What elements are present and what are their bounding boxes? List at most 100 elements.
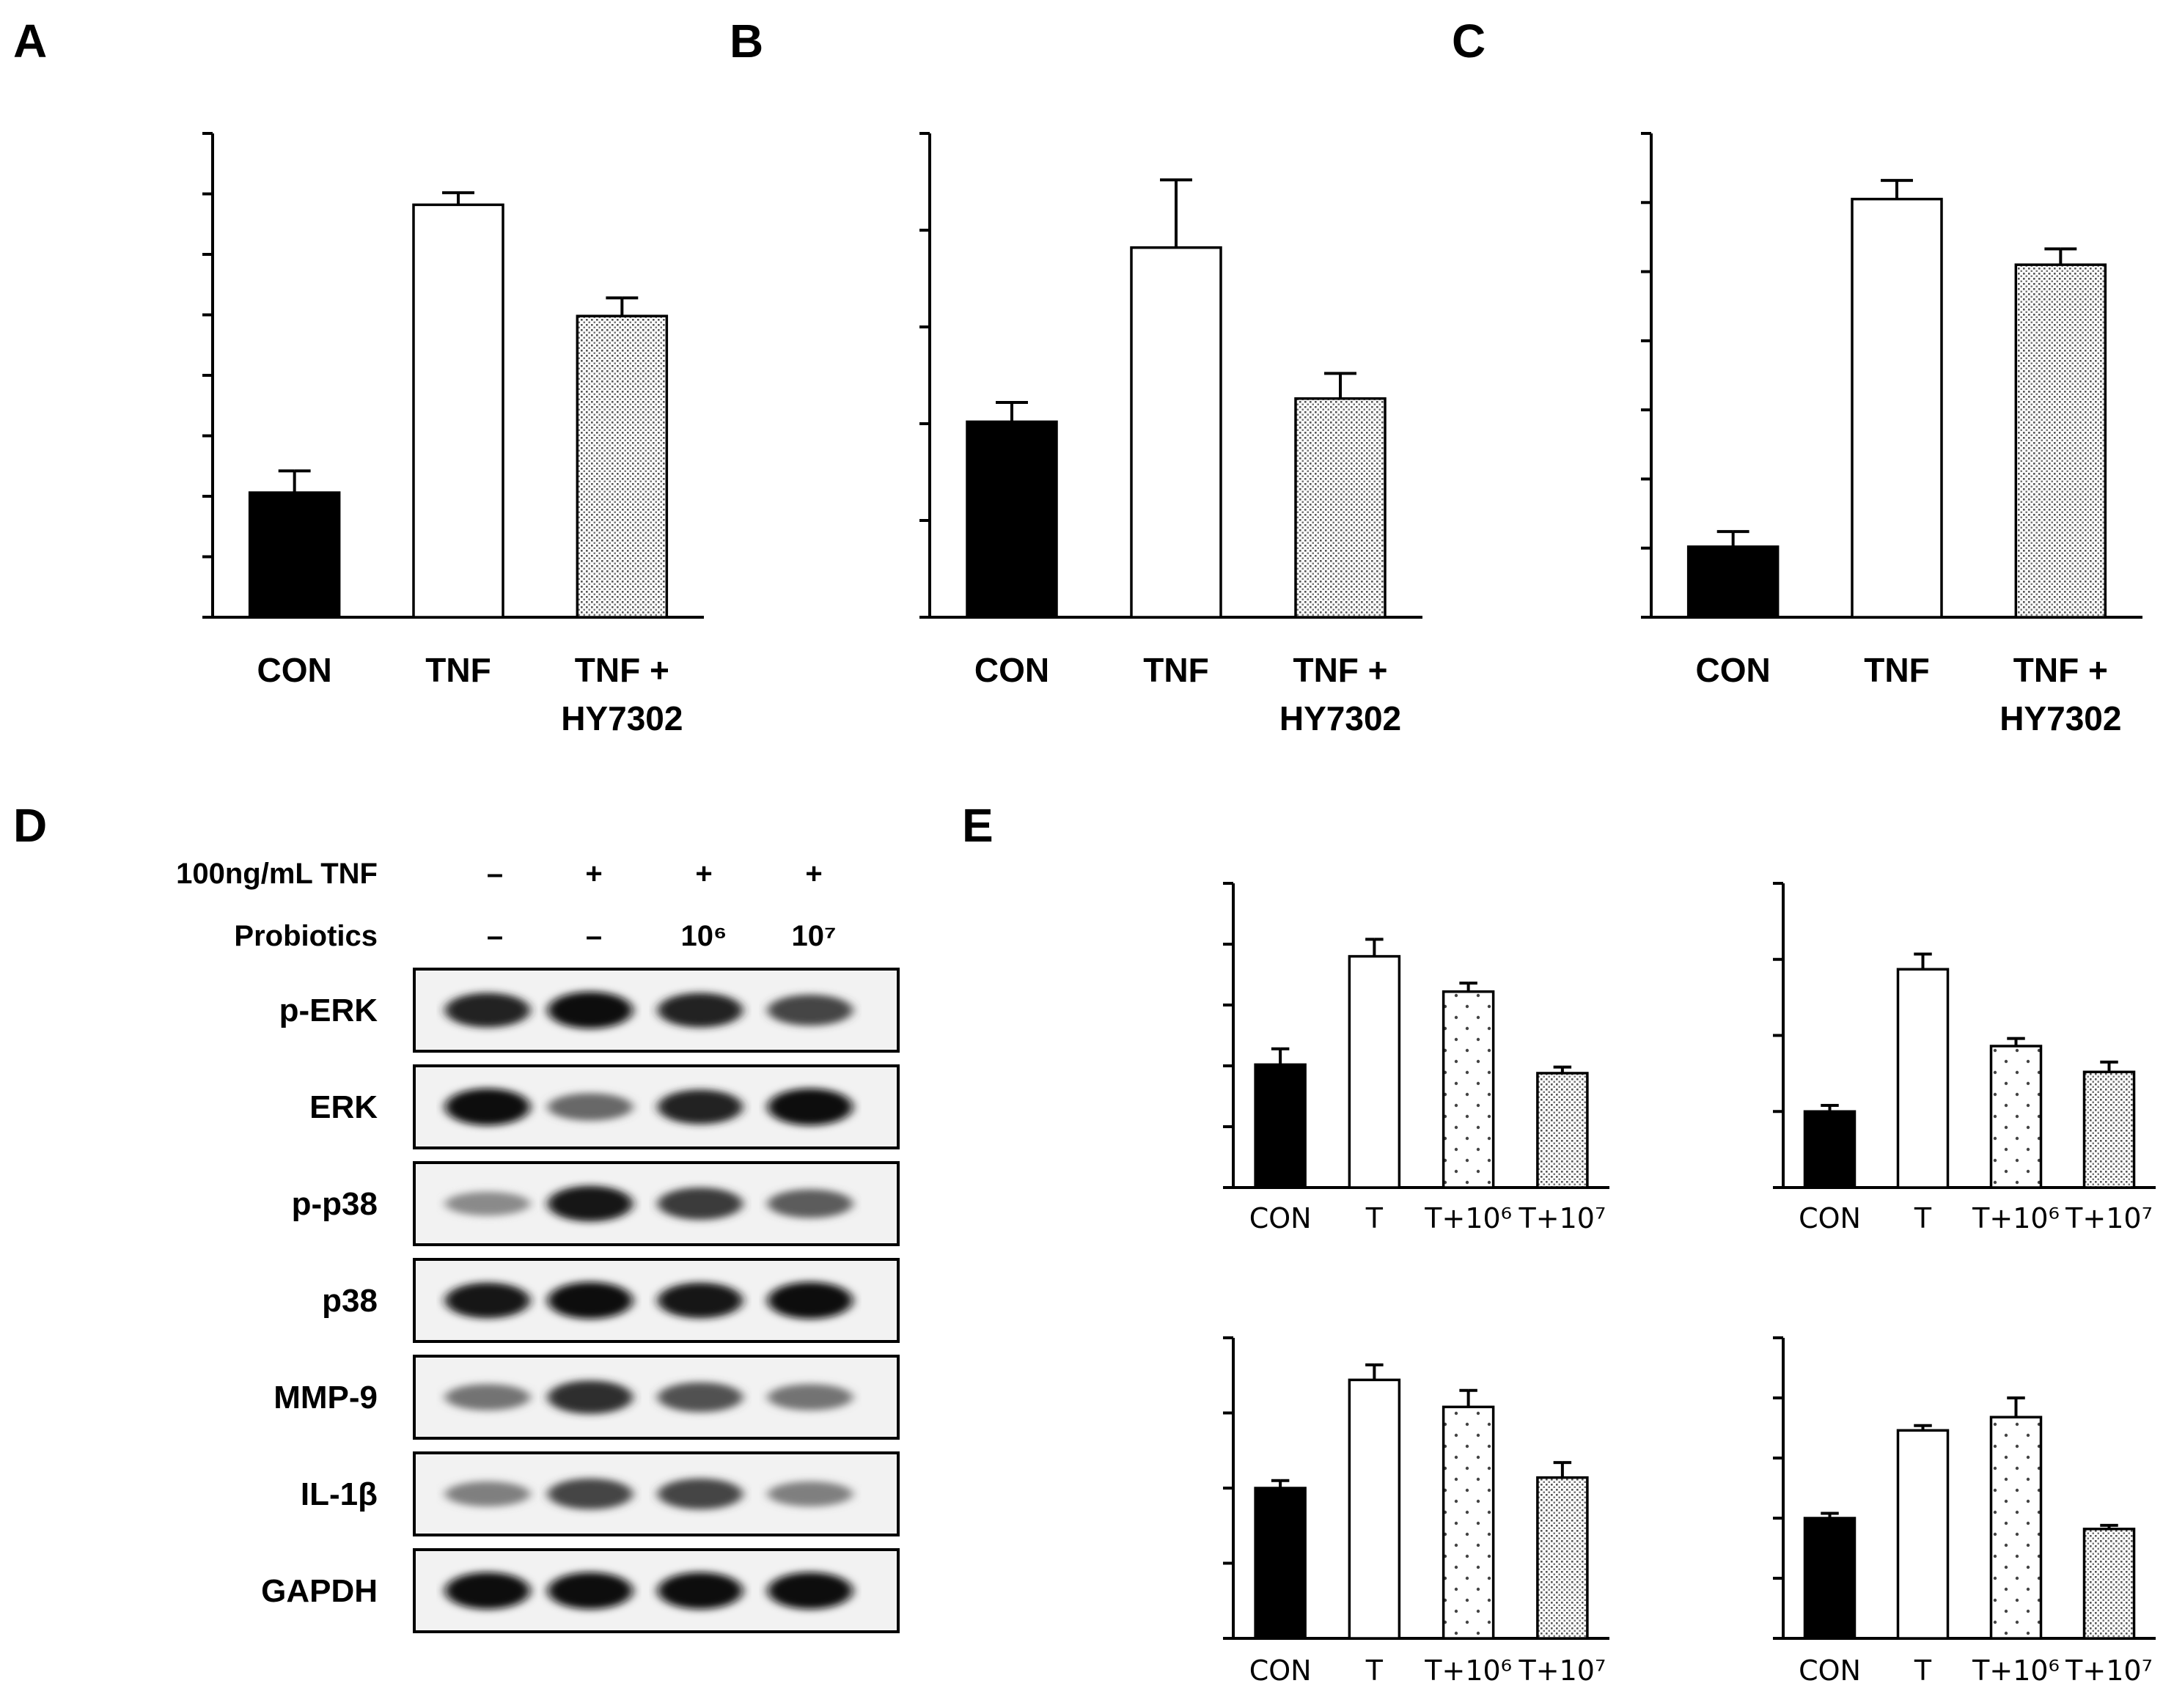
blot-strip: GAPDH [261, 1548, 900, 1633]
blot-band [768, 1281, 853, 1319]
blot-band [658, 1089, 743, 1124]
panel-label-a: A [13, 15, 47, 67]
band-label: p-p38 [292, 1186, 378, 1222]
chart-e2: CON T T+10⁶ T+10⁷ [1773, 882, 2156, 1234]
blot-band [658, 1382, 743, 1413]
band-label: MMP-9 [273, 1380, 378, 1416]
x-tick-label: TNF + HY7302 [1999, 651, 2121, 737]
panel-label-c: C [1452, 15, 1486, 67]
band-label: p38 [322, 1283, 378, 1319]
x-tick-label: T+10⁶ [1972, 1654, 2060, 1687]
x-tick-label: TNF + HY7302 [1279, 651, 1401, 737]
bar [1803, 1517, 1857, 1640]
chart-e3: CON T T+10⁶ T+10⁷ [1223, 1336, 1609, 1687]
blot-band [548, 1281, 633, 1319]
x-tick-label: CON [1799, 1654, 1861, 1687]
blot-band [548, 1478, 633, 1510]
x-tick-label: T [1914, 1202, 1932, 1234]
x-tick-label: TNF [1143, 651, 1208, 689]
chart-a: CON TNF TNF + HY7302 [202, 132, 704, 737]
x-tick-label: T+10⁶ [1424, 1654, 1512, 1687]
x-tick-label: CON [1696, 651, 1771, 689]
band-label: ERK [309, 1089, 378, 1125]
bar [966, 420, 1058, 619]
x-tick-label: CON [257, 651, 332, 689]
bar [1254, 1063, 1307, 1189]
blot-strip: p-p38 [292, 1161, 900, 1246]
x-tick-label: T+10⁷ [2065, 1202, 2153, 1234]
blot-strip: ERK [309, 1064, 900, 1149]
bar [1896, 1429, 1950, 1640]
bar [2082, 1528, 2136, 1640]
chart-e4: CON T T+10⁶ T+10⁷ [1773, 1336, 2156, 1687]
blot-strip: p-ERK [279, 968, 900, 1053]
condition-value: – [487, 858, 503, 890]
condition-label: Probiotics [234, 920, 378, 952]
bar [248, 491, 341, 619]
bar [1851, 197, 1943, 619]
bar [1348, 954, 1401, 1189]
bar [412, 203, 504, 619]
bar [1130, 246, 1222, 619]
blot-band [658, 1282, 743, 1319]
bar [576, 314, 669, 619]
blot-band [658, 1188, 743, 1220]
x-tick-label: CON [1799, 1202, 1861, 1234]
x-tick-label: T [1365, 1202, 1384, 1234]
x-tick-label: T [1914, 1654, 1932, 1687]
panel-label-b: B [730, 15, 763, 67]
condition-value: – [586, 920, 602, 952]
panel-label-e: E [962, 799, 994, 852]
bar [2082, 1070, 2136, 1189]
western-blot-panel: 100ng/mL TNF – + + + Probiotics – – 10⁶ 10⁷ p-ERK E… [176, 858, 900, 1633]
x-tick-label: T+10⁷ [1519, 1654, 1606, 1687]
blot-strip: IL-1β [301, 1451, 900, 1536]
chart-c: CON TNF TNF + HY7302 [1641, 132, 2142, 737]
blot-band [658, 993, 743, 1028]
blot-band [658, 1478, 743, 1510]
blot-band [768, 1572, 853, 1610]
band-label: GAPDH [261, 1573, 378, 1609]
bar [1442, 1405, 1495, 1640]
band-label: p-ERK [279, 993, 378, 1028]
blot-band [548, 1572, 633, 1610]
blot-band [445, 1384, 530, 1410]
bar [1989, 1045, 2043, 1189]
blot-band [768, 1384, 853, 1410]
blot-strip: p38 [322, 1258, 900, 1343]
bar [1254, 1487, 1307, 1640]
blot-band [658, 1572, 743, 1610]
blot-band [445, 1572, 530, 1610]
condition-value: + [805, 858, 822, 890]
blot-band [548, 991, 633, 1029]
bar [1896, 968, 1950, 1189]
condition-value: – [487, 920, 503, 952]
x-tick-label: CON [974, 651, 1049, 689]
blot-band [548, 1185, 633, 1222]
x-tick-label: CON [1249, 1202, 1312, 1234]
bar [1989, 1416, 2043, 1640]
blot-band [768, 1088, 853, 1126]
condition-value: + [585, 858, 602, 890]
blot-band [768, 1189, 853, 1218]
x-tick-label: TNF + HY7302 [561, 651, 683, 737]
blot-band [445, 1282, 530, 1319]
bar [1536, 1476, 1589, 1640]
x-tick-label: T+10⁷ [1519, 1202, 1606, 1234]
bar [1686, 545, 1780, 619]
blot-band [548, 1380, 633, 1414]
x-tick-label: TNF [425, 651, 491, 689]
bar [1803, 1110, 1857, 1189]
x-tick-label: CON [1249, 1654, 1312, 1687]
blot-band [768, 994, 853, 1026]
condition-value: + [695, 858, 712, 890]
condition-label: 100ng/mL TNF [176, 858, 378, 890]
bar [1294, 397, 1387, 619]
blot-band [445, 1088, 530, 1126]
blot-band [445, 1191, 530, 1216]
condition-value: 10⁷ [792, 920, 837, 952]
x-tick-label: T+10⁶ [1424, 1202, 1512, 1234]
blot-band [548, 1093, 633, 1121]
x-tick-label: TNF [1864, 651, 1929, 689]
